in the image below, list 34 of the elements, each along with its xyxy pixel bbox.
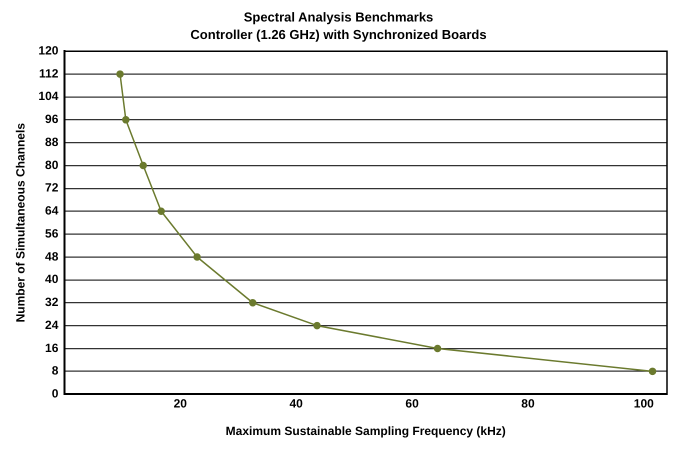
point <box>434 344 442 352</box>
point <box>116 70 124 78</box>
point <box>122 116 130 124</box>
y-tick-label: 104 <box>38 89 59 104</box>
x-tick-label: 40 <box>290 396 304 411</box>
y-axis-title: Number of Simultaneous Channels <box>14 122 28 322</box>
x-tick-label: 100 <box>634 396 654 411</box>
chart-title: Spectral Analysis Benchmarks <box>244 9 434 24</box>
point <box>648 368 656 376</box>
x-tick-label: 60 <box>405 396 420 411</box>
y-tick-label: 88 <box>45 134 59 149</box>
y-tick-label: 120 <box>38 44 59 58</box>
x-axis-title: Maximum Sustainable Sampling Frequency (kHz) <box>226 424 506 438</box>
y-tick-label: 0 <box>52 386 59 401</box>
point <box>313 322 321 330</box>
y-tick-label: 16 <box>45 340 59 355</box>
y-tick-label: 64 <box>45 204 59 218</box>
point <box>248 298 256 306</box>
y-tick-label: 112 <box>39 66 59 80</box>
chart-subtitle: Controller (1.26 GHz) with Synchronized Boards <box>190 26 487 42</box>
y-tick-label: 56 <box>45 226 59 240</box>
y-tick-label: 8 <box>52 364 59 378</box>
point <box>193 253 201 261</box>
y-tick-label: 32 <box>45 295 59 310</box>
x-tick-label: 20 <box>174 396 188 411</box>
y-tick-label: 80 <box>45 158 59 172</box>
y-tick-label: 40 <box>45 272 59 286</box>
point <box>139 162 147 170</box>
y-tick-label: 72 <box>45 180 59 195</box>
x-tick-label: 80 <box>521 396 535 411</box>
y-tick-label: 96 <box>45 112 59 126</box>
y-tick-label: 48 <box>45 249 59 264</box>
point <box>157 208 165 216</box>
y-tick-label: 24 <box>45 318 59 332</box>
